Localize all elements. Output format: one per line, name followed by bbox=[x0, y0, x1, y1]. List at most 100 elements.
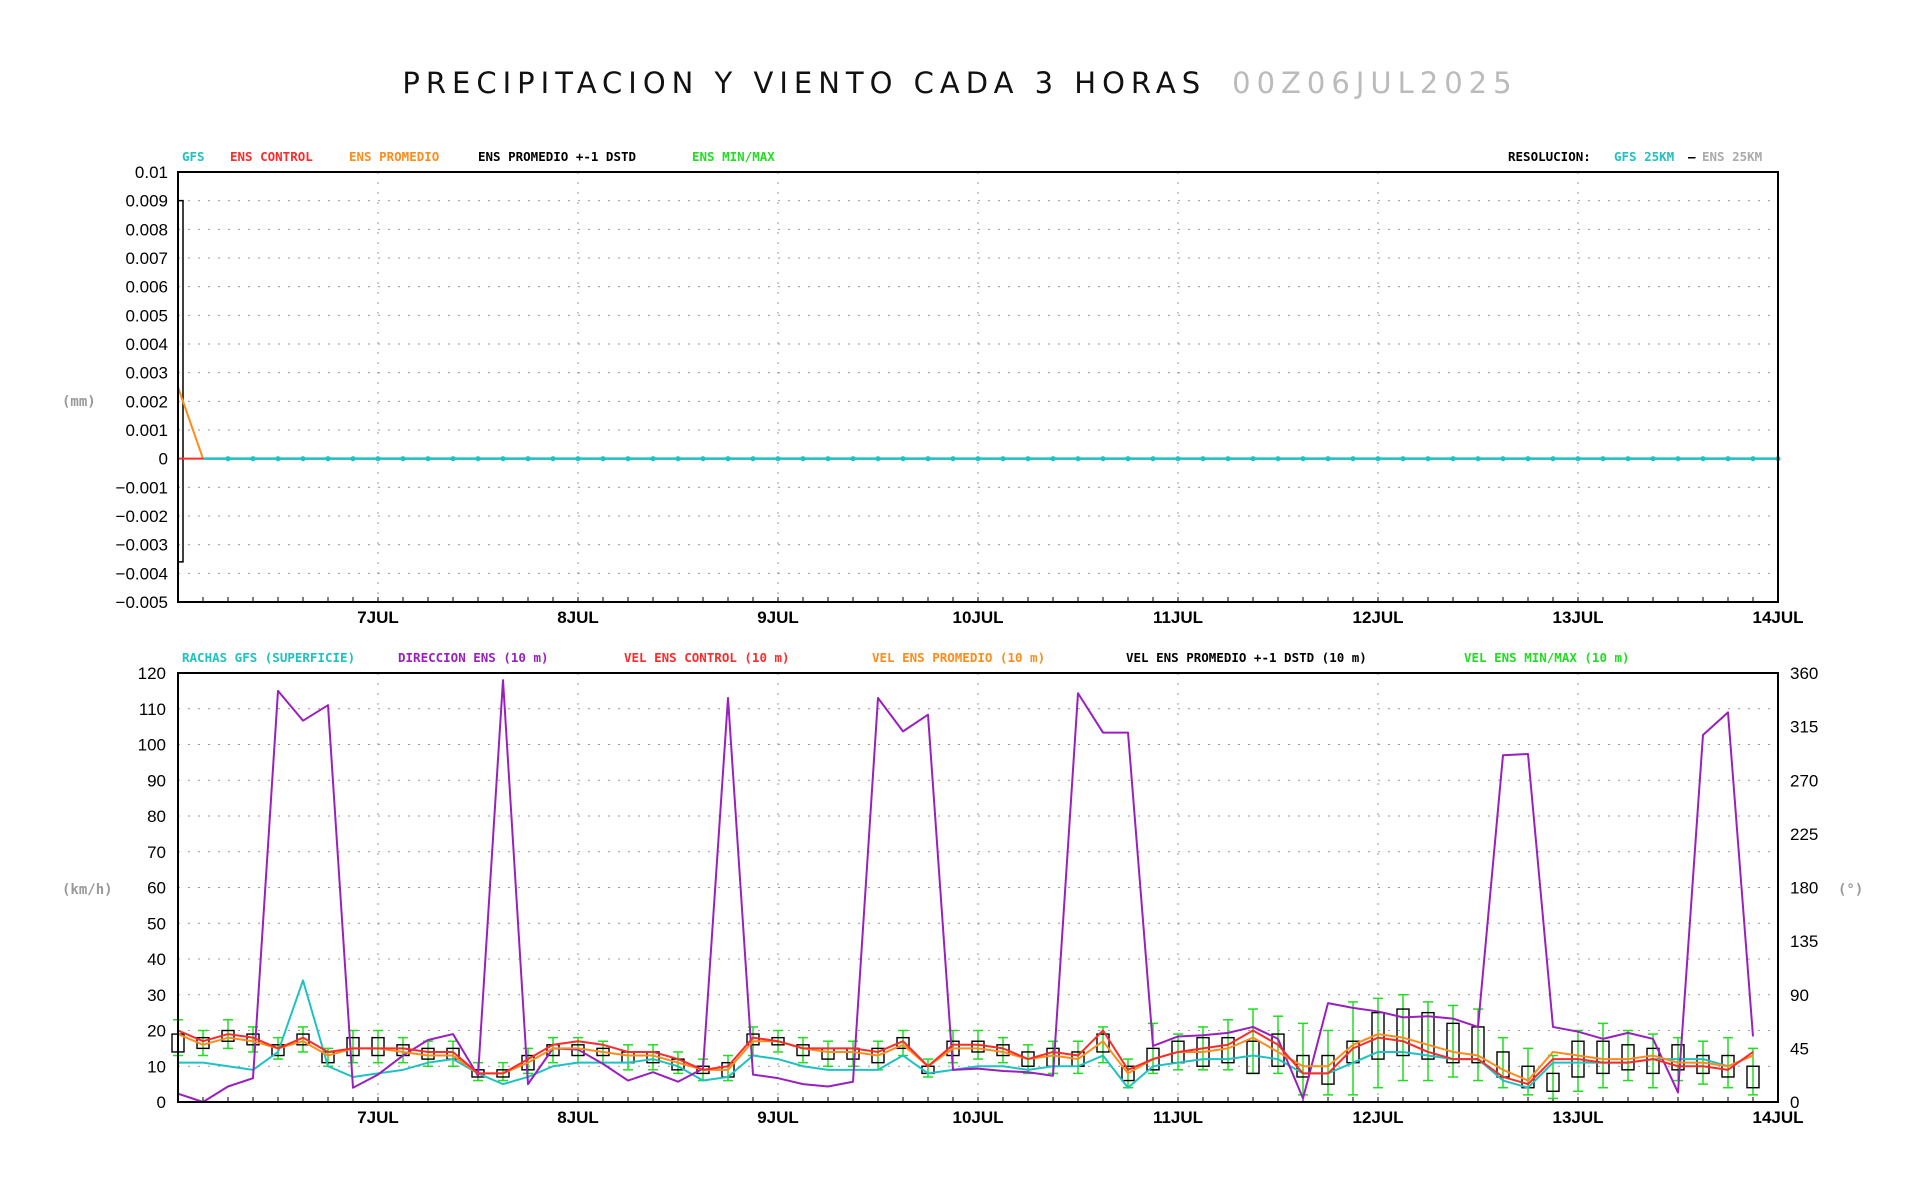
wind-ytick-left: 30 bbox=[147, 986, 166, 1005]
wind-ytick-left: 70 bbox=[147, 843, 166, 862]
precip-dstd-box bbox=[178, 199, 184, 563]
legend-vel-minmax: VEL ENS MIN/MAX (10 m) bbox=[1464, 650, 1630, 665]
wind-dstd-box bbox=[271, 1044, 285, 1057]
resolution-gfs: GFS 25KM bbox=[1614, 149, 1674, 164]
wind-xtick: 12JUL bbox=[1352, 1108, 1403, 1127]
wind-dstd-box bbox=[1546, 1072, 1560, 1092]
wind-dstd-box bbox=[346, 1036, 360, 1057]
wind-ytick-left: 20 bbox=[147, 1022, 166, 1041]
wind-dstd-box bbox=[1746, 1065, 1760, 1089]
wind-ytick-left: 90 bbox=[147, 771, 166, 790]
wind-ytick-left: 40 bbox=[147, 950, 166, 969]
precip-gfs-point bbox=[600, 456, 606, 462]
precip-ytick: −0.002 bbox=[116, 507, 168, 526]
legend-minmax: ENS MIN/MAX bbox=[692, 149, 775, 164]
precip-gfs-point bbox=[575, 456, 581, 462]
precip-gfs-point bbox=[1525, 456, 1531, 462]
precip-ytick: −0.004 bbox=[116, 564, 168, 583]
precip-gfs-point bbox=[875, 456, 881, 462]
precip-gfs-point bbox=[1400, 456, 1406, 462]
precip-gfs-point bbox=[975, 456, 981, 462]
legend-ens-promedio: ENS PROMEDIO bbox=[349, 149, 439, 164]
precip-gfs-point bbox=[1725, 456, 1731, 462]
precip-gfs-point bbox=[1700, 456, 1706, 462]
precip-gfs-point bbox=[1000, 456, 1006, 462]
precip-ytick: 0.002 bbox=[125, 392, 168, 411]
precip-gfs-point bbox=[625, 456, 631, 462]
precip-xtick: 11JUL bbox=[1153, 608, 1203, 627]
precip-gfs-point bbox=[1575, 456, 1581, 462]
precip-gfs-point bbox=[1375, 456, 1381, 462]
precip-gfs-point bbox=[1250, 456, 1256, 462]
precip-gfs-point bbox=[775, 456, 781, 462]
resolution-label: RESOLUCION: bbox=[1508, 149, 1591, 164]
wind-ytick-right: 180 bbox=[1790, 879, 1818, 898]
precip-gfs-point bbox=[350, 456, 356, 462]
precip-gfs-point bbox=[1425, 456, 1431, 462]
precip-xtick: 12JUL bbox=[1352, 608, 1403, 627]
wind-ytick-left: 110 bbox=[139, 700, 166, 719]
precip-gfs-point bbox=[400, 456, 406, 462]
precip-gfs-point bbox=[700, 456, 706, 462]
wind-xtick: 11JUL bbox=[1153, 1108, 1203, 1127]
precip-xtick: 10JUL bbox=[952, 608, 1003, 627]
precip-xtick: 14JUL bbox=[1752, 608, 1803, 627]
precip-gfs-point bbox=[1275, 456, 1281, 462]
precip-gfs-point bbox=[850, 456, 856, 462]
precip-gfs-point bbox=[550, 456, 556, 462]
precip-ytick: 0.004 bbox=[125, 335, 168, 354]
precip-ytick: 0 bbox=[159, 450, 168, 469]
precip-gfs-point bbox=[1475, 456, 1481, 462]
resolution-sep: – bbox=[1688, 149, 1696, 164]
legend-vel-dstd: VEL ENS PROMEDIO +-1 DSTD (10 m) bbox=[1126, 650, 1367, 665]
precip-xtick: 9JUL bbox=[757, 608, 799, 627]
precip-gfs-point bbox=[950, 456, 956, 462]
precip-gfs-point bbox=[800, 456, 806, 462]
legend-rachas: RACHAS GFS (SUPERFICIE) bbox=[182, 650, 355, 665]
precip-gfs-point bbox=[1625, 456, 1631, 462]
wind-dstd-box bbox=[371, 1036, 385, 1057]
wind-xtick: 7JUL bbox=[357, 1108, 399, 1127]
precip-gfs-point bbox=[450, 456, 456, 462]
chart-title: PRECIPITACION Y VIENTO CADA 3 HORAS 00Z06… bbox=[0, 66, 1920, 100]
legend-gfs: GFS bbox=[182, 149, 205, 164]
wind-xtick: 13JUL bbox=[1552, 1108, 1603, 1127]
precip-ytick: 0.009 bbox=[125, 192, 168, 211]
precip-gfs-point bbox=[750, 456, 756, 462]
precip-gfs-point bbox=[925, 456, 931, 462]
wind-rachas-line bbox=[178, 979, 1754, 1089]
wind-xtick: 10JUL bbox=[952, 1108, 1003, 1127]
precip-gfs-point bbox=[500, 456, 506, 462]
precip-ytick: 0.005 bbox=[125, 306, 168, 325]
wind-plot: 0 10 20 30 40 50 60 70 80 90 100 110 120 0 45 90 135 180 2… bbox=[138, 664, 1819, 1127]
precip-gfs-point bbox=[1075, 456, 1081, 462]
wind-ytick-left: 100 bbox=[138, 736, 166, 755]
wind-ytick-left: 10 bbox=[147, 1057, 166, 1076]
wind-dstd-box bbox=[1421, 1011, 1435, 1060]
wind-dstd-box bbox=[1396, 1008, 1410, 1057]
precip-ytick: 0.008 bbox=[125, 220, 168, 239]
precip-ens-promedio-line bbox=[177, 386, 204, 459]
wind-dstd-box bbox=[1096, 1033, 1110, 1053]
precip-gfs-point bbox=[1150, 456, 1156, 462]
wind-frame bbox=[177, 672, 1779, 1103]
wind-ytick-left: 0 bbox=[157, 1093, 166, 1112]
precip-ytick: −0.005 bbox=[116, 593, 168, 612]
wind-ytick-right: 270 bbox=[1790, 771, 1818, 790]
title-main: PRECIPITACION Y VIENTO CADA 3 HORAS bbox=[402, 66, 1207, 100]
precip-gfs-point bbox=[1600, 456, 1606, 462]
precip-ytick: 0.003 bbox=[125, 364, 168, 383]
precip-gfs-point bbox=[725, 456, 731, 462]
precip-xtick: 13JUL bbox=[1552, 608, 1603, 627]
wind-ytick-right: 135 bbox=[1790, 932, 1818, 951]
wind-legend: RACHAS GFS (SUPERFICIE) DIRECCION ENS (1… bbox=[182, 650, 1630, 665]
precip-gfs-point bbox=[475, 456, 481, 462]
precip-xtick: 8JUL bbox=[557, 608, 599, 627]
precip-gfs-point bbox=[1325, 456, 1331, 462]
precip-gfs-point bbox=[1125, 456, 1131, 462]
precip-gfs-point bbox=[1175, 456, 1181, 462]
legend-dstd: ENS PROMEDIO +-1 DSTD bbox=[478, 149, 636, 164]
precip-gfs-point bbox=[1050, 456, 1056, 462]
precip-ytick: 0.006 bbox=[125, 278, 168, 297]
precip-ytick: 0.007 bbox=[125, 249, 168, 268]
